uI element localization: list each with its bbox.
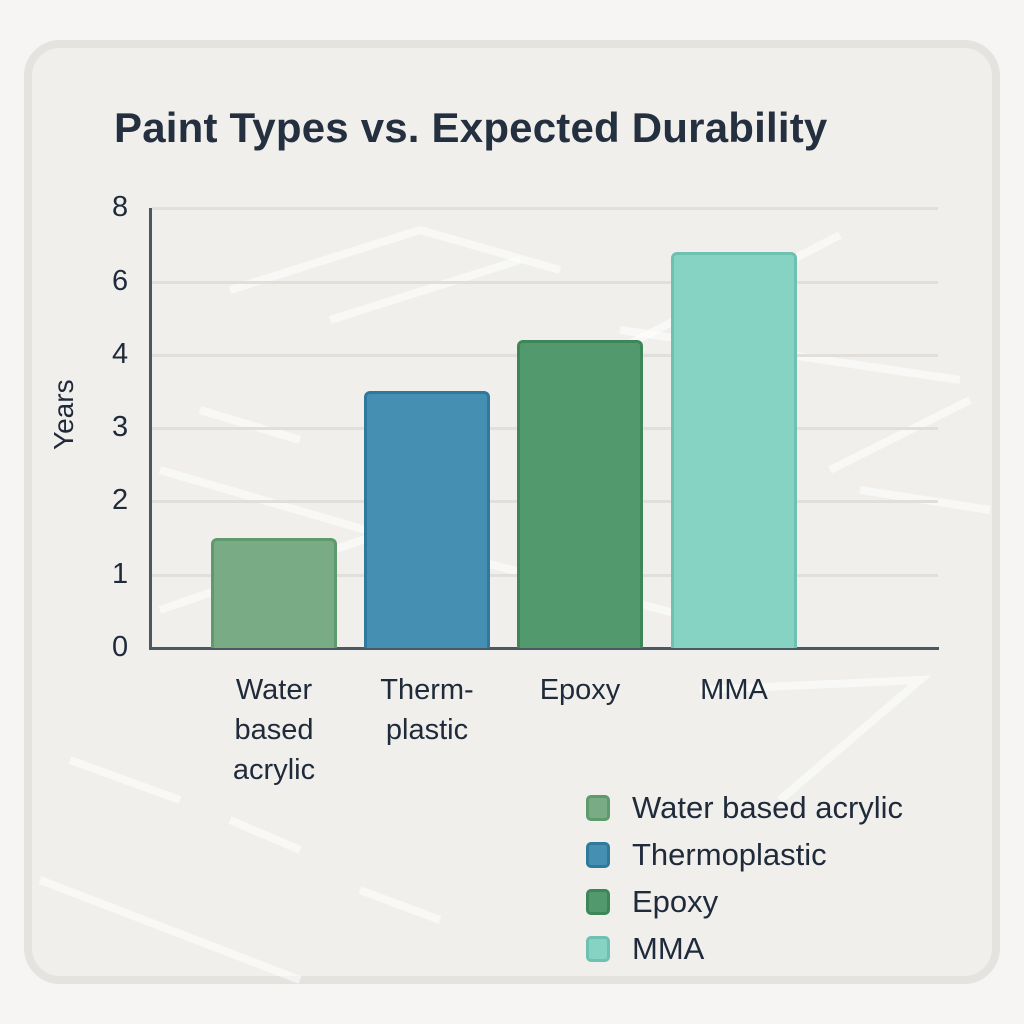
x-tick-label: Epoxy <box>539 674 621 706</box>
legend-label: Water based acrylic <box>632 789 904 825</box>
legend-item-mma: MMA <box>586 925 903 972</box>
y-axis-label: Years <box>48 379 79 450</box>
bar-epoxy <box>517 340 643 648</box>
legend-label: Epoxy <box>632 883 719 919</box>
chart-title: Paint Types vs. Expected Durability <box>114 104 828 151</box>
gridline <box>152 280 938 284</box>
legend-swatch-icon <box>586 888 610 915</box>
legend-item-thermoplastic: Thermoplastic <box>586 831 903 878</box>
bar-mma <box>671 252 797 648</box>
y-tick-label: 4 <box>112 337 129 370</box>
y-tick-label: 3 <box>112 411 129 444</box>
x-tick-label: Water based acrylic <box>232 674 316 786</box>
x-tick-label: Therm- plastic <box>380 674 474 746</box>
legend: Water based acrylic Thermoplastic Epoxy … <box>586 784 903 972</box>
legend-label: Thermoplastic <box>632 836 827 872</box>
y-tick-label: 0 <box>112 631 129 663</box>
y-axis-line <box>149 208 152 650</box>
legend-swatch-icon <box>586 935 610 962</box>
x-tick-label: MMA <box>700 674 768 706</box>
legend-item-epoxy: Epoxy <box>586 878 903 925</box>
x-axis-line <box>149 647 939 650</box>
gridline <box>152 207 938 211</box>
bar-thermoplastic <box>364 391 490 648</box>
legend-swatch-icon <box>586 794 610 821</box>
y-tick-label: 8 <box>112 191 129 224</box>
legend-swatch-icon <box>586 841 610 868</box>
legend-item-water-based-acrylic: Water based acrylic <box>586 784 903 831</box>
y-tick-label: 2 <box>112 484 129 517</box>
legend-label: MMA <box>632 930 705 966</box>
y-tick-label: 1 <box>112 557 129 590</box>
bar-water-based-acrylic <box>211 538 337 648</box>
y-tick-label: 6 <box>112 264 129 297</box>
